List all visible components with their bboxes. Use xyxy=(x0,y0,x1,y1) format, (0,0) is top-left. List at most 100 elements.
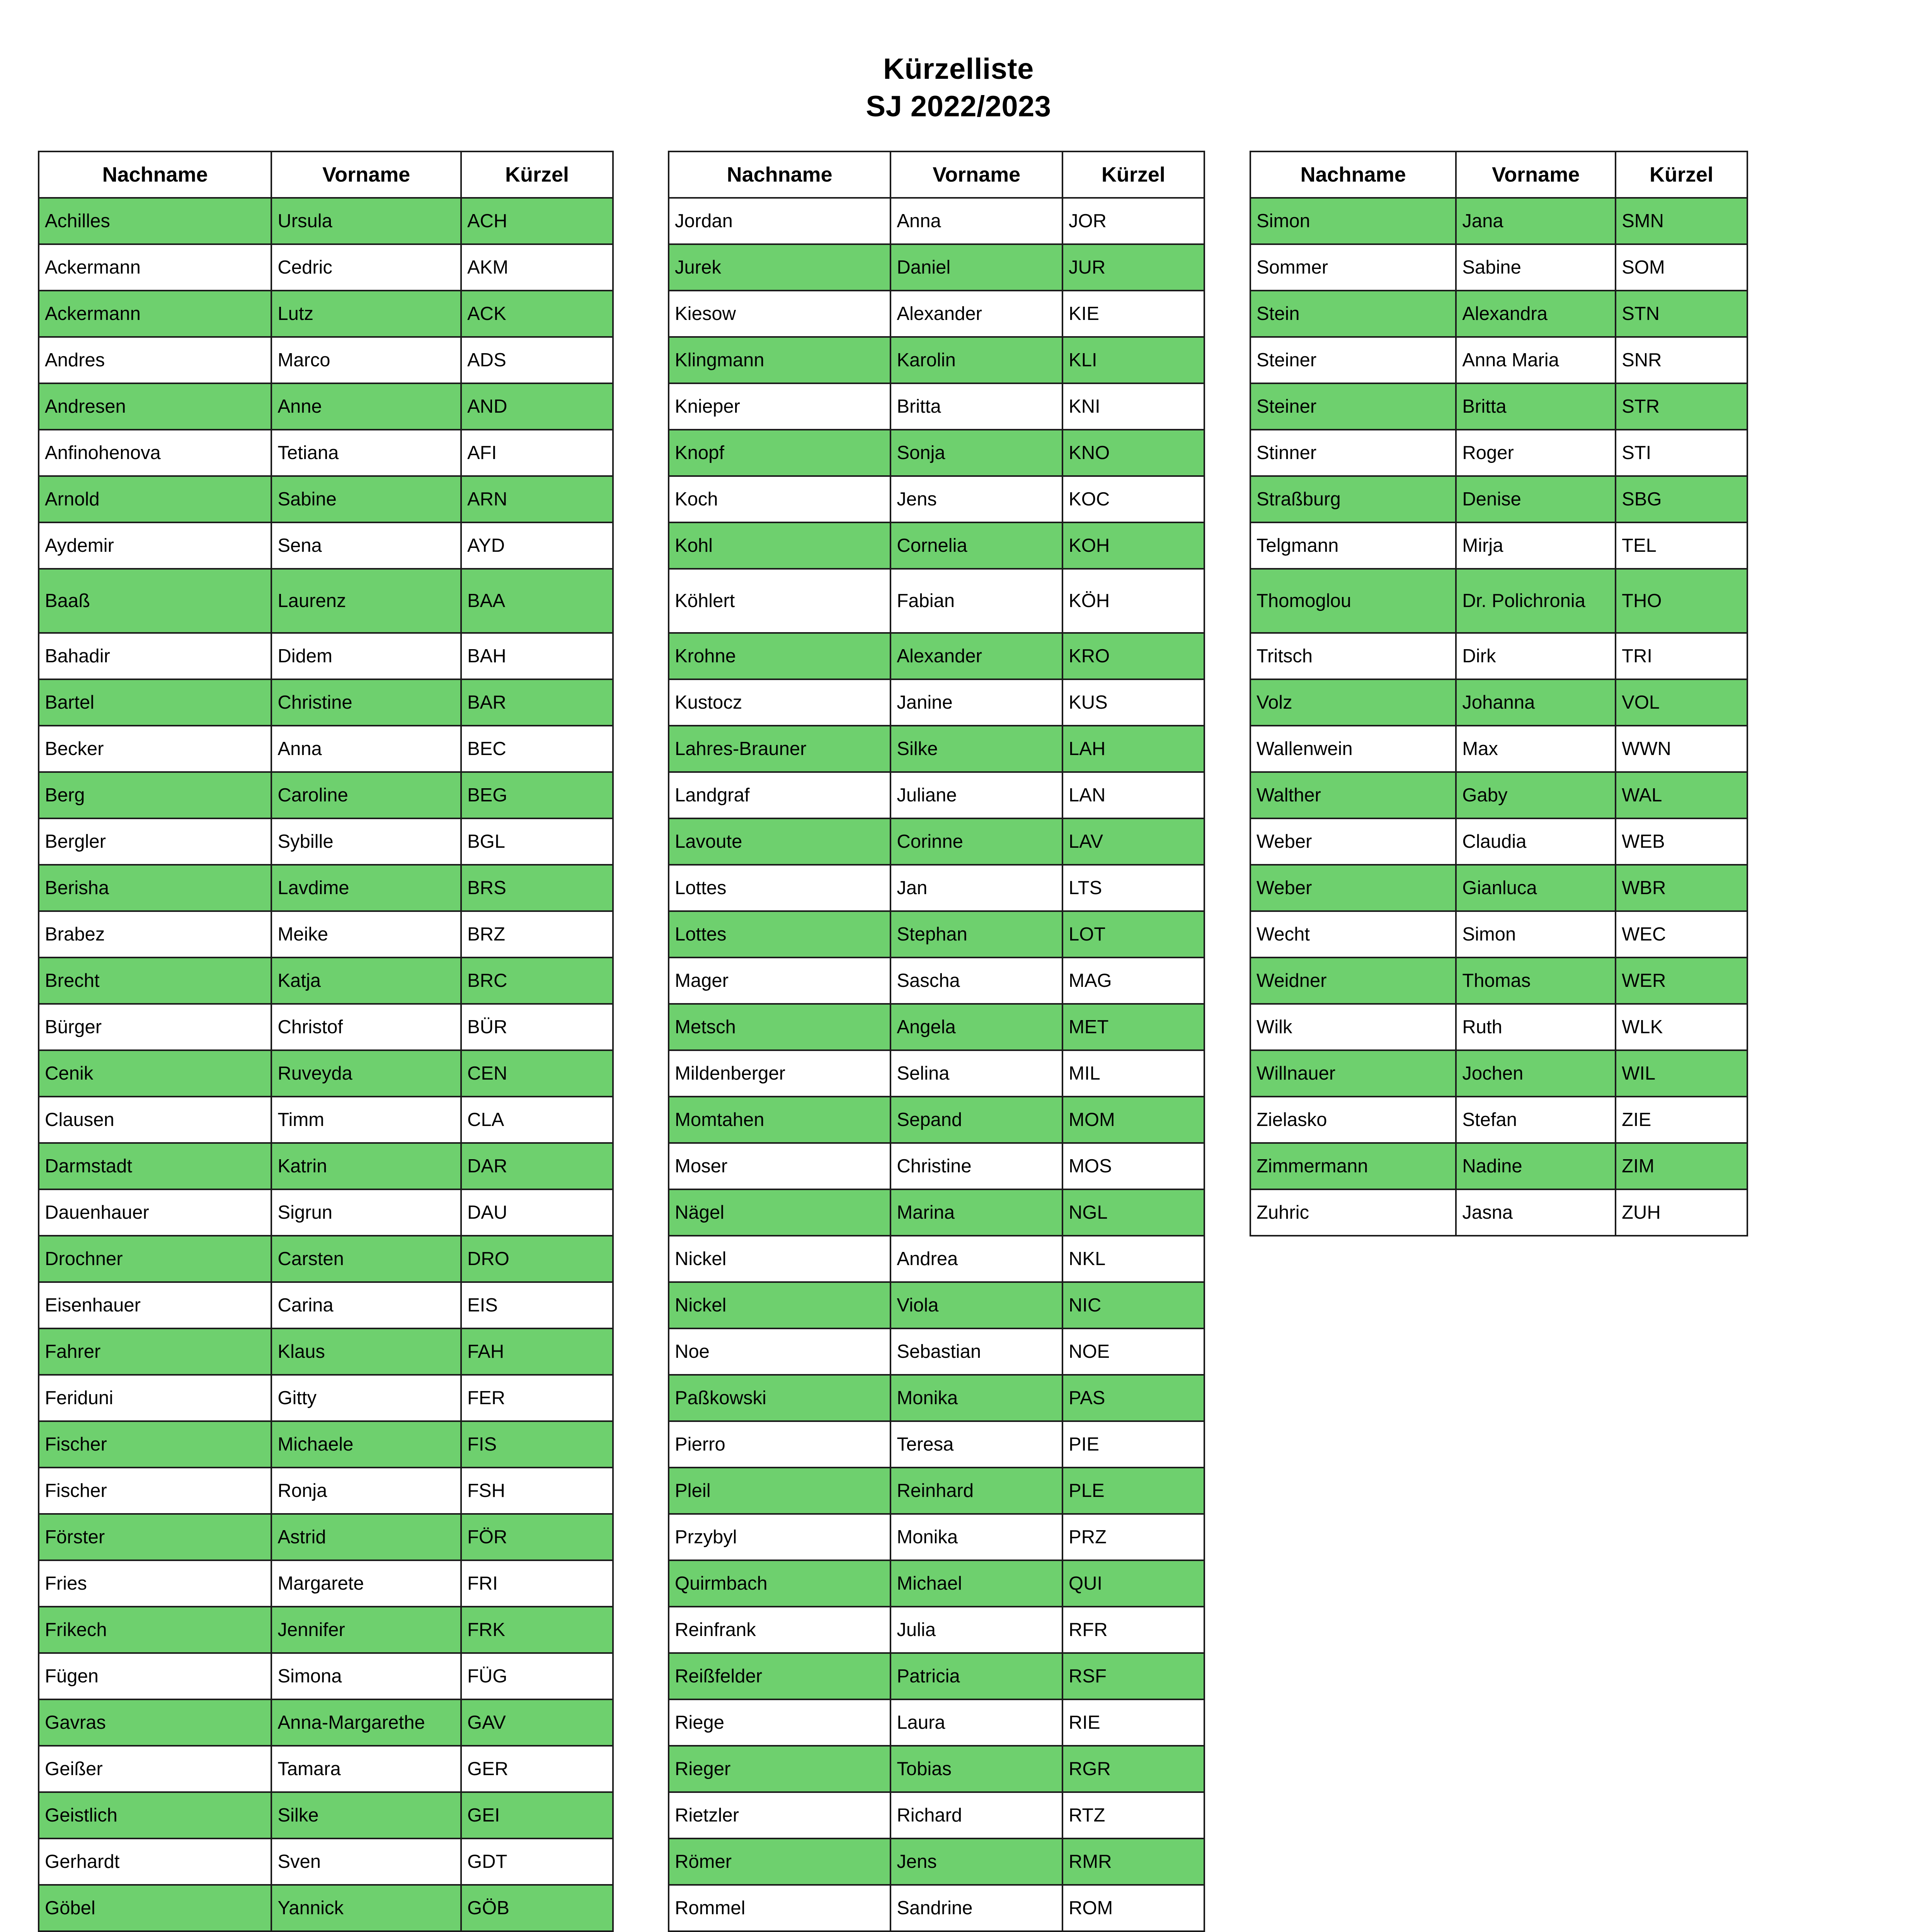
cell-kuerzel: LOT xyxy=(1062,910,1205,958)
cell-nachname: Bahadir xyxy=(37,632,272,680)
cell-vorname: Nadine xyxy=(1455,1142,1617,1190)
cell-kuerzel: MOM xyxy=(1062,1096,1205,1144)
cell-kuerzel: BRC xyxy=(460,957,614,1005)
cell-kuerzel: WAL xyxy=(1615,771,1748,819)
table-row: Brecht Katja BRC xyxy=(37,957,614,1005)
cell-vorname: Barbara xyxy=(271,1930,462,1932)
cell-nachname: Wecht xyxy=(1249,910,1457,958)
table-row: Baaß Laurenz BAA xyxy=(37,568,614,634)
cell-vorname: Juliane xyxy=(890,771,1064,819)
cell-nachname: Lahres-Brauner xyxy=(667,725,892,773)
cell-vorname: Richard xyxy=(890,1791,1064,1839)
table-row: Dauenhauer Sigrun DAU xyxy=(37,1189,614,1236)
cell-vorname: Meike xyxy=(271,910,462,958)
cell-kuerzel: DAR xyxy=(460,1142,614,1190)
cell-kuerzel: CEN xyxy=(460,1049,614,1097)
table-row: Fries Margarete FRI xyxy=(37,1560,614,1607)
cell-kuerzel: FAH xyxy=(460,1328,614,1376)
cell-kuerzel: RIE xyxy=(1062,1699,1205,1747)
cell-vorname: Sonja xyxy=(890,429,1064,477)
cell-nachname: Arnold xyxy=(37,475,272,523)
cell-kuerzel: VOL xyxy=(1615,679,1748,726)
cell-nachname: Walther xyxy=(1249,771,1457,819)
cell-nachname: Kustocz xyxy=(667,679,892,726)
cell-vorname: Cornelia xyxy=(890,522,1064,570)
cell-vorname: Tina xyxy=(890,1930,1064,1932)
table-row: Berisha Lavdime BRS xyxy=(37,864,614,912)
cell-kuerzel: MIL xyxy=(1062,1049,1205,1097)
cell-kuerzel: LTS xyxy=(1062,864,1205,912)
table-row: Berg Caroline BEG xyxy=(37,771,614,819)
cell-nachname: Simon xyxy=(1249,197,1457,245)
table-row: Weber Claudia WEB xyxy=(1249,818,1748,866)
cell-nachname: Baaß xyxy=(37,568,272,634)
cell-vorname: Ursula xyxy=(271,197,462,245)
cell-kuerzel: GDT xyxy=(460,1838,614,1886)
cell-kuerzel: ROS xyxy=(1062,1930,1205,1932)
cell-vorname: Simona xyxy=(271,1652,462,1700)
cell-vorname: Roger xyxy=(1455,429,1617,477)
table-row: Feriduni Gitty FER xyxy=(37,1374,614,1422)
cell-kuerzel: THO xyxy=(1615,568,1748,634)
header-row: Nachname Vorname Kürzel xyxy=(37,151,614,199)
cell-vorname: Michaele xyxy=(271,1420,462,1468)
cell-kuerzel: RMR xyxy=(1062,1838,1205,1886)
cell-nachname: Nickel xyxy=(667,1235,892,1283)
cell-nachname: Berg xyxy=(37,771,272,819)
cell-kuerzel: QUI xyxy=(1062,1560,1205,1607)
cell-vorname: Karolin xyxy=(890,336,1064,384)
table-row: Aydemir Sena AYD xyxy=(37,522,614,570)
cell-vorname: Lutz xyxy=(271,290,462,338)
table-row: Klingmann Karolin KLI xyxy=(667,336,1205,384)
cell-nachname: Zielasko xyxy=(1249,1096,1457,1144)
cell-nachname: Stein xyxy=(1249,290,1457,338)
cell-nachname: Jordan xyxy=(667,197,892,245)
cell-nachname: Dauenhauer xyxy=(37,1189,272,1236)
cell-kuerzel: KOH xyxy=(1062,522,1205,570)
cell-kuerzel: STN xyxy=(1615,290,1748,338)
table-row: Walther Gaby WAL xyxy=(1249,771,1748,819)
cell-kuerzel: GAV xyxy=(460,1699,614,1747)
cell-vorname: Lavdime xyxy=(271,864,462,912)
cell-nachname: Telgmann xyxy=(1249,522,1457,570)
cell-nachname: Darmstadt xyxy=(37,1142,272,1190)
cell-kuerzel: FER xyxy=(460,1374,614,1422)
table-row: Simon Jana SMN xyxy=(1249,197,1748,245)
cell-nachname: Koch xyxy=(667,475,892,523)
cell-nachname: Clausen xyxy=(37,1096,272,1144)
cell-vorname: Jochen xyxy=(1455,1049,1617,1097)
cell-vorname: Christof xyxy=(271,1003,462,1051)
cell-nachname: Sommer xyxy=(1249,243,1457,291)
table-row: Göbel Yannick GÖB xyxy=(37,1884,614,1932)
cell-vorname: Katrin xyxy=(271,1142,462,1190)
table-row: Arnold Sabine ARN xyxy=(37,475,614,523)
table-row: Darmstadt Katrin DAR xyxy=(37,1142,614,1190)
cell-vorname: Viola xyxy=(890,1281,1064,1329)
cell-vorname: Dirk xyxy=(1455,632,1617,680)
cell-vorname: Marina xyxy=(890,1189,1064,1236)
cell-nachname: Momtahen xyxy=(667,1096,892,1144)
kuerzel-table-3: Nachname Vorname Kürzel Simon Jana SMN Somm… xyxy=(1249,151,1748,1236)
table-row: Thomoglou Dr. Polichronia THO xyxy=(1249,568,1748,634)
table-row: Brabez Meike BRZ xyxy=(37,910,614,958)
cell-kuerzel: WEC xyxy=(1615,910,1748,958)
cell-nachname: Achilles xyxy=(37,197,272,245)
cell-vorname: Jens xyxy=(890,475,1064,523)
cell-kuerzel: JUR xyxy=(1062,243,1205,291)
cell-vorname: Marco xyxy=(271,336,462,384)
table-row: Telgmann Mirja TEL xyxy=(1249,522,1748,570)
cell-vorname: Jens xyxy=(890,1838,1064,1886)
table-row: Steiner Britta STR xyxy=(1249,383,1748,430)
cell-nachname: Berisha xyxy=(37,864,272,912)
column-header-kuerzel: Kürzel xyxy=(1615,151,1748,199)
cell-vorname: Tetiana xyxy=(271,429,462,477)
page-subtitle: SJ 2022/2023 xyxy=(866,90,1051,123)
cell-nachname: Andresen xyxy=(37,383,272,430)
cell-kuerzel: BGL xyxy=(460,818,614,866)
cell-nachname: Przybyl xyxy=(667,1513,892,1561)
cell-nachname: Nägel xyxy=(667,1189,892,1236)
table-row: Moser Christine MOS xyxy=(667,1142,1205,1190)
cell-kuerzel: FRI xyxy=(460,1560,614,1607)
table-row: Nickel Viola NIC xyxy=(667,1281,1205,1329)
cell-kuerzel: WEB xyxy=(1615,818,1748,866)
